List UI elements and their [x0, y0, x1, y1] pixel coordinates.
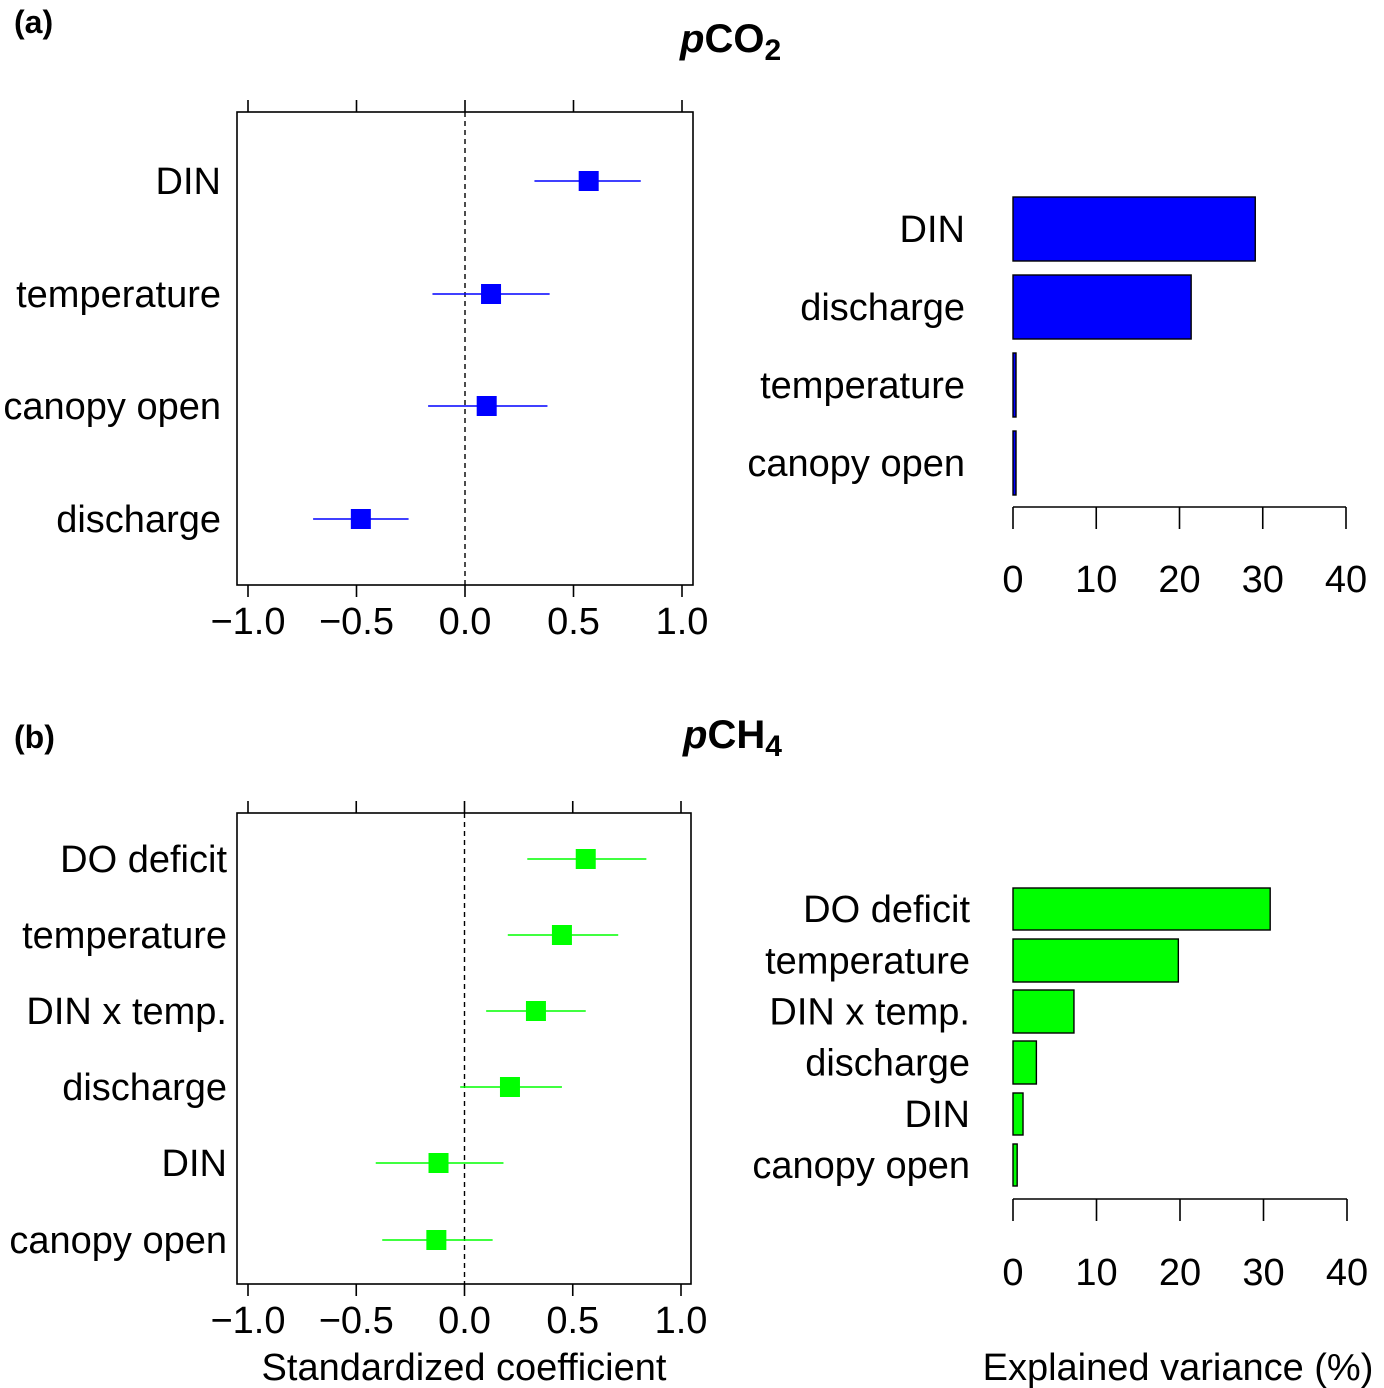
c2-category-label: DO deficit [60, 839, 227, 881]
c3-bar [1012, 938, 1180, 983]
c3-bar-label: temperature [765, 941, 970, 983]
panel-b-title-main: CH [707, 713, 765, 757]
c3-bar-label: canopy open [752, 1145, 970, 1187]
c2-estimate-point [428, 1153, 449, 1173]
c2-estimate-point [426, 1230, 447, 1250]
c2-x-tick-label: −1.0 [210, 1300, 285, 1342]
c0-x-tick-label: 0.0 [439, 601, 492, 643]
c2-estimate-point [525, 1001, 546, 1021]
panel-b-title-prefix: p [682, 713, 707, 757]
c1-x-tick-label: 20 [1158, 559, 1200, 601]
c3-bar [1012, 989, 1075, 1034]
c0-estimate-point [578, 171, 599, 191]
c3-bar-label: discharge [805, 1043, 970, 1085]
c0-x-tick-label: 0.5 [547, 601, 600, 643]
charts-layer: −1.0 −0.5 0.0 0.5 1.0 DIN temperature canopy op… [3, 100, 1373, 1388]
c0-category-label: discharge [56, 499, 221, 541]
c3-bar [1012, 1092, 1024, 1136]
c0-x-tick-label: −1.0 [210, 601, 285, 643]
c3-bar [1012, 887, 1271, 931]
panel-a-title-main: CO [704, 17, 764, 61]
c2-x-axis-title: Standardized coefficient [262, 1347, 667, 1388]
c3-x-tick-label: 40 [1326, 1252, 1368, 1294]
c2-category-label: DIN [162, 1143, 227, 1185]
c3-bar-label: DO deficit [803, 889, 970, 931]
c2-category-label: canopy open [9, 1220, 227, 1262]
panel-a-title-sub: 2 [764, 34, 781, 67]
panel-b-title: pCH4 [682, 713, 782, 763]
panel-b-title-sub: 4 [765, 730, 782, 763]
c1-x-tick-label: 0 [1002, 559, 1023, 601]
c1-bar-label: canopy open [747, 443, 965, 485]
c1-x-tick-label: 10 [1075, 559, 1117, 601]
c1-x-tick-label: 30 [1242, 559, 1284, 601]
c2-category-label: DIN x temp. [26, 991, 227, 1033]
c1-bar [1012, 430, 1017, 496]
c3-bar-label: DIN [905, 1094, 970, 1136]
c1-x-tick-label: 40 [1325, 559, 1367, 601]
c1-bar-label: discharge [800, 287, 965, 329]
c2-x-tick-label: 0.0 [438, 1300, 491, 1342]
panel-a-letter: (a) [14, 4, 53, 40]
c3-bar [1012, 1143, 1018, 1187]
c2-x-tick-label: 0.5 [546, 1300, 599, 1342]
c0-category-label: canopy open [3, 386, 221, 428]
c0-x-tick-label: −0.5 [319, 601, 394, 643]
c3-bar-label: DIN x temp. [769, 992, 970, 1034]
c2-x-tick-label: 1.0 [655, 1300, 708, 1342]
c2-category-label: temperature [22, 915, 227, 957]
c3-x-tick-label: 30 [1242, 1252, 1284, 1294]
c2-estimate-point [551, 925, 572, 945]
c1-bar [1012, 352, 1017, 418]
c3-bar [1012, 1040, 1038, 1085]
c1-bar-label: DIN [900, 209, 965, 251]
panel-a-title-prefix: p [679, 17, 704, 61]
c0-category-label: temperature [16, 274, 221, 316]
c2-category-label: discharge [62, 1067, 227, 1109]
c1-bar-label: temperature [760, 365, 965, 407]
c1-bar [1012, 274, 1192, 340]
c2-estimate-point [499, 1077, 520, 1097]
c3-x-tick-label: 20 [1159, 1252, 1201, 1294]
c2-x-tick-label: −0.5 [319, 1300, 394, 1342]
c0-category-label: DIN [156, 161, 221, 203]
c2-estimate-point [575, 849, 596, 869]
c0-estimate-point [481, 284, 502, 304]
c1-bar [1012, 196, 1256, 262]
c0-estimate-point [350, 509, 371, 529]
panel-a-title: pCO2 [679, 17, 781, 67]
c3-x-tick-label: 10 [1075, 1252, 1117, 1294]
c3-x-axis-title: Explained variance (%) [983, 1347, 1374, 1388]
c3-x-tick-label: 0 [1002, 1252, 1023, 1294]
c0-x-tick-label: 1.0 [656, 601, 709, 643]
c0-estimate-point [476, 396, 497, 416]
panel-b-letter: (b) [14, 719, 55, 755]
